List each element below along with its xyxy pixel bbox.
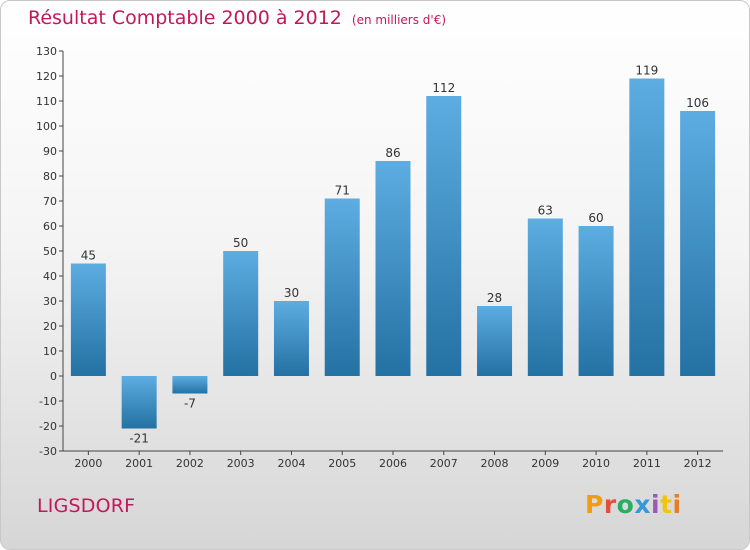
- y-tick-label: 0: [50, 370, 57, 383]
- bar-2005: [324, 198, 360, 376]
- y-tick-label: 10: [43, 345, 57, 358]
- y-tick-label: 130: [36, 45, 57, 58]
- data-label-2005: 71: [335, 184, 350, 198]
- x-tick-label-2005: 2005: [328, 457, 356, 470]
- x-tick-label-2003: 2003: [227, 457, 255, 470]
- y-tick-label: -20: [39, 420, 57, 433]
- logo-letter: o: [616, 490, 635, 519]
- x-tick-label-2012: 2012: [684, 457, 712, 470]
- bar-2012: [680, 111, 716, 376]
- data-label-2011: 119: [635, 64, 658, 78]
- y-tick-label: -30: [39, 445, 57, 458]
- bar-2006: [375, 161, 411, 376]
- y-tick-label: 70: [43, 195, 57, 208]
- y-tick-label: 110: [36, 95, 57, 108]
- x-tick-label-2001: 2001: [125, 457, 153, 470]
- x-tick-label-2009: 2009: [531, 457, 559, 470]
- y-tick-label: 20: [43, 320, 57, 333]
- y-tick-label: 80: [43, 170, 57, 183]
- y-tick-label: 50: [43, 245, 57, 258]
- x-tick-label-2002: 2002: [176, 457, 204, 470]
- bar-2007: [426, 96, 462, 376]
- x-tick-label-2006: 2006: [379, 457, 407, 470]
- data-label-2008: 28: [487, 291, 502, 305]
- bar-2010: [578, 226, 614, 376]
- y-tick-label: 90: [43, 145, 57, 158]
- commune-name: LIGSDORF: [37, 495, 136, 517]
- data-label-2003: 50: [233, 236, 248, 250]
- data-label-2000: 45: [81, 249, 96, 263]
- y-tick-label: 100: [36, 120, 57, 133]
- logo-letter: x: [634, 490, 651, 519]
- bars-group: 45 -21 -7 50 30 71 86 112 28 63 60 119 106: [70, 64, 716, 446]
- y-tick-label: 120: [36, 70, 57, 83]
- bar-2008: [477, 306, 513, 376]
- data-label-2007: 112: [432, 81, 455, 95]
- x-tick-label-2004: 2004: [277, 457, 305, 470]
- logo-letter: i: [672, 490, 682, 519]
- logo-letter: t: [660, 490, 673, 519]
- data-label-2010: 60: [588, 211, 603, 225]
- x-tick-label-2000: 2000: [74, 457, 102, 470]
- bar-2001: [121, 376, 157, 429]
- data-label-2001: -21: [129, 432, 149, 446]
- chart-title: Résultat Comptable 2000 à 2012: [28, 7, 342, 29]
- data-label-2004: 30: [284, 286, 299, 300]
- bar-2000: [70, 263, 106, 376]
- bar-2002: [172, 376, 208, 394]
- y-tick-label: 30: [43, 295, 57, 308]
- bar-2003: [223, 251, 259, 376]
- chart-subtitle: (en milliers d'€): [351, 13, 447, 27]
- x-tick-label-2011: 2011: [633, 457, 661, 470]
- x-tick-label-2007: 2007: [430, 457, 458, 470]
- data-label-2002: -7: [184, 397, 196, 411]
- x-tick-label-2010: 2010: [582, 457, 610, 470]
- title-row: Résultat Comptable 2000 à 2012 (en millie…: [28, 7, 446, 29]
- axes-group: -30 -20 -10 0 10 20 30 40 50 60 70 80 90 100 110 120 130…: [36, 45, 723, 470]
- bar-2011: [629, 78, 665, 376]
- data-label-2009: 63: [538, 204, 553, 218]
- proxiti-logo[interactable]: Proxiti: [585, 490, 682, 519]
- bar-2004: [273, 301, 309, 376]
- y-tick-label: -10: [39, 395, 57, 408]
- bar-2009: [527, 218, 563, 376]
- y-tick-label: 40: [43, 270, 57, 283]
- x-tick-label-2008: 2008: [481, 457, 509, 470]
- data-label-2012: 106: [686, 96, 709, 110]
- data-label-2006: 86: [385, 146, 400, 160]
- logo-letter: i: [651, 490, 661, 519]
- logo-letter: r: [603, 490, 617, 519]
- y-tick-label: 60: [43, 220, 57, 233]
- logo-letter: P: [585, 490, 604, 519]
